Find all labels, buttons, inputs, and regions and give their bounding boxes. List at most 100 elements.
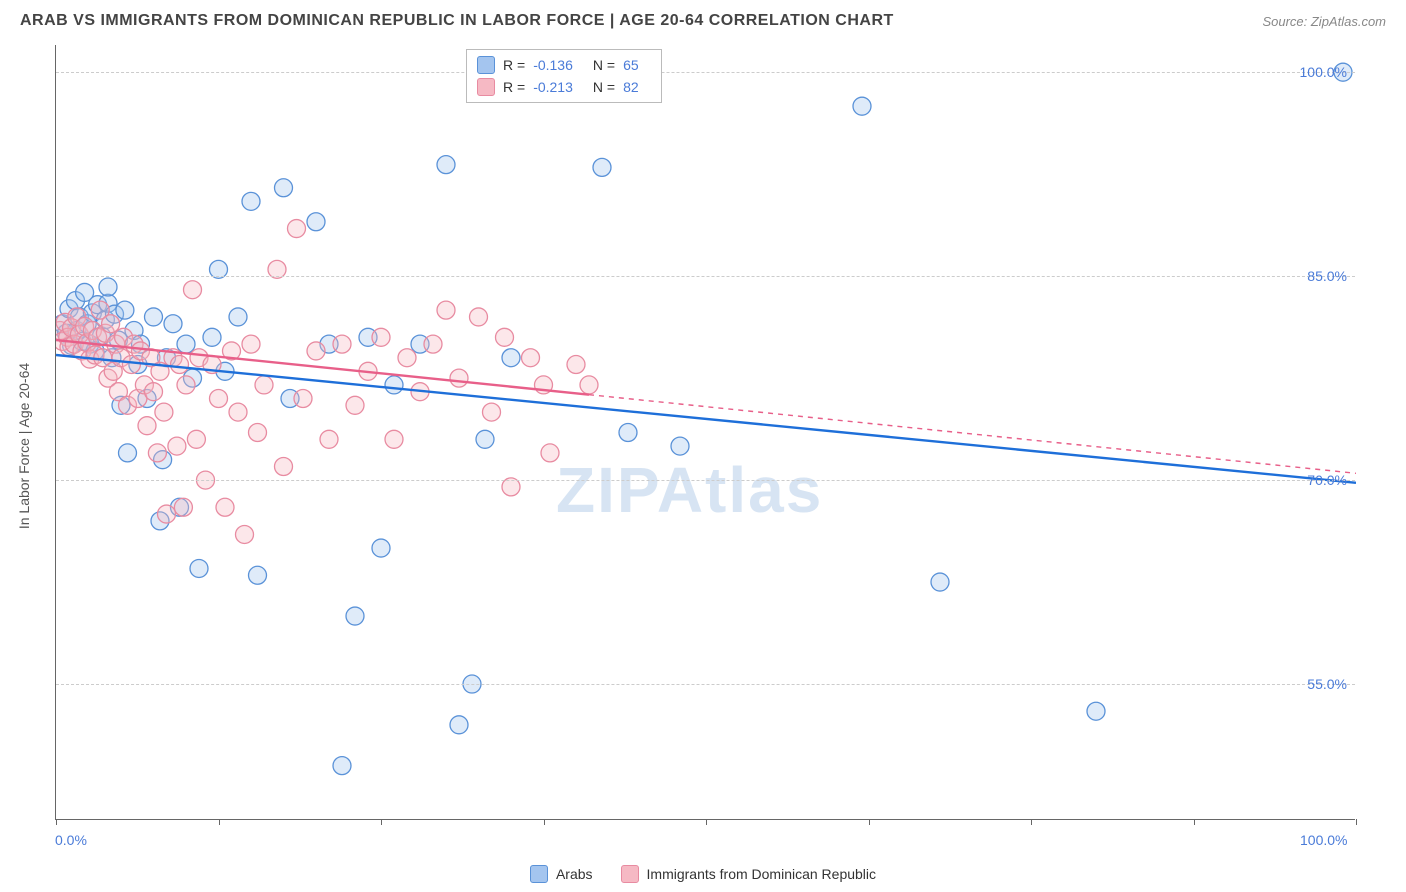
x-tick <box>544 819 545 825</box>
scatter-point <box>567 356 585 374</box>
scatter-point <box>116 301 134 319</box>
grid-line <box>56 276 1355 277</box>
scatter-point <box>187 430 205 448</box>
scatter-point <box>242 335 260 353</box>
scatter-point <box>931 573 949 591</box>
scatter-point <box>398 349 416 367</box>
legend-correlation-row: R = -0.136 N = 65 <box>477 54 651 76</box>
scatter-point <box>236 525 254 543</box>
x-tick <box>1031 819 1032 825</box>
scatter-point <box>476 430 494 448</box>
scatter-point <box>593 158 611 176</box>
scatter-point <box>174 498 192 516</box>
legend-n-value: 65 <box>623 57 639 73</box>
scatter-point <box>307 342 325 360</box>
x-tick <box>381 819 382 825</box>
scatter-point <box>294 390 312 408</box>
scatter-point <box>203 328 221 346</box>
chart-container: ARAB VS IMMIGRANTS FROM DOMINICAN REPUBL… <box>0 0 1406 892</box>
scatter-point <box>148 444 166 462</box>
trend-line-extrapolated <box>589 395 1356 474</box>
legend-series-label: Arabs <box>556 866 593 882</box>
grid-line <box>56 684 1355 685</box>
scatter-point <box>424 335 442 353</box>
legend-swatch <box>477 78 495 96</box>
legend-swatch <box>621 865 639 883</box>
legend-r-value: -0.213 <box>533 79 573 95</box>
scatter-point <box>99 278 117 296</box>
chart-title: ARAB VS IMMIGRANTS FROM DOMINICAN REPUBL… <box>20 12 894 30</box>
y-tick-label: 70.0% <box>1307 472 1347 488</box>
scatter-point <box>333 335 351 353</box>
x-tick <box>869 819 870 825</box>
scatter-point <box>171 356 189 374</box>
scatter-point <box>275 179 293 197</box>
scatter-point <box>522 349 540 367</box>
scatter-point <box>216 498 234 516</box>
trend-line <box>56 355 1356 483</box>
scatter-point <box>320 430 338 448</box>
scatter-point <box>249 424 267 442</box>
scatter-point <box>119 444 137 462</box>
scatter-point <box>437 301 455 319</box>
scatter-point <box>145 308 163 326</box>
scatter-point <box>184 281 202 299</box>
scatter-point <box>619 424 637 442</box>
scatter-point <box>288 220 306 238</box>
scatter-point <box>255 376 273 394</box>
scatter-point <box>385 376 403 394</box>
scatter-point <box>671 437 689 455</box>
legend-n-label: N = <box>593 57 615 73</box>
scatter-point <box>346 396 364 414</box>
legend-r-label: R = <box>503 57 525 73</box>
legend-swatch <box>530 865 548 883</box>
scatter-point <box>102 315 120 333</box>
scatter-point <box>450 369 468 387</box>
legend-series: Arabs Immigrants from Dominican Republic <box>0 865 1406 886</box>
x-axis-min-label: 0.0% <box>55 832 87 848</box>
scatter-point <box>249 566 267 584</box>
scatter-point <box>470 308 488 326</box>
scatter-point <box>372 328 390 346</box>
legend-r-value: -0.136 <box>533 57 573 73</box>
scatter-point <box>450 716 468 734</box>
scatter-point <box>502 349 520 367</box>
x-tick <box>56 819 57 825</box>
legend-series-label: Immigrants from Dominican Republic <box>647 866 877 882</box>
legend-n-label: N = <box>593 79 615 95</box>
x-tick <box>1356 819 1357 825</box>
x-tick <box>1194 819 1195 825</box>
scatter-point <box>1087 702 1105 720</box>
grid-line <box>56 72 1355 73</box>
y-tick-label: 55.0% <box>1307 676 1347 692</box>
scatter-point <box>145 383 163 401</box>
scatter-point <box>158 505 176 523</box>
legend-series-item: Arabs <box>530 865 593 883</box>
scatter-point <box>437 156 455 174</box>
scatter-point <box>385 430 403 448</box>
y-tick-label: 100.0% <box>1300 64 1347 80</box>
scatter-point <box>346 607 364 625</box>
x-axis-max-label: 100.0% <box>1300 832 1347 848</box>
scatter-point <box>190 559 208 577</box>
scatter-point <box>853 97 871 115</box>
legend-correlation-row: R =-0.213N =82 <box>477 76 651 98</box>
scatter-point <box>210 390 228 408</box>
scatter-point <box>138 417 156 435</box>
scatter-point <box>242 192 260 210</box>
scatter-point <box>155 403 173 421</box>
scatter-point <box>229 403 247 421</box>
y-axis-title: In Labor Force | Age 20-64 <box>16 363 32 529</box>
grid-line <box>56 480 1355 481</box>
scatter-point <box>307 213 325 231</box>
legend-series-item: Immigrants from Dominican Republic <box>621 865 877 883</box>
scatter-point <box>496 328 514 346</box>
scatter-point <box>229 308 247 326</box>
legend-swatch <box>477 56 495 74</box>
scatter-point <box>483 403 501 421</box>
scatter-point <box>164 315 182 333</box>
scatter-point <box>177 376 195 394</box>
scatter-point <box>372 539 390 557</box>
scatter-point <box>168 437 186 455</box>
scatter-point <box>580 376 598 394</box>
